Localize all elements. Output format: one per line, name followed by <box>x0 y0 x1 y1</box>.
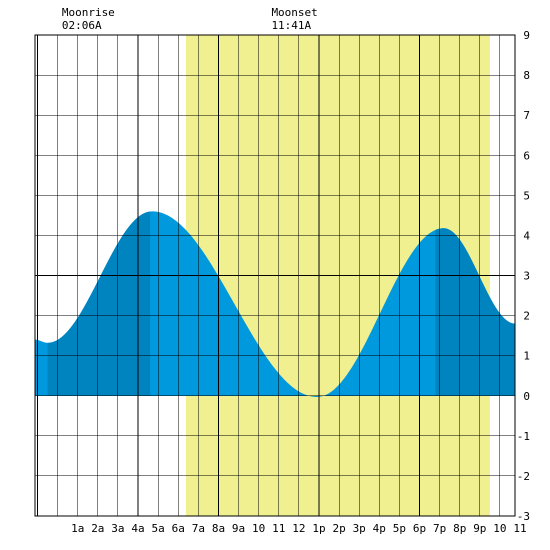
plot-border <box>34 34 516 517</box>
x-tick-label: 5p <box>393 522 406 535</box>
x-tick-label: 3p <box>353 522 366 535</box>
chart-grid <box>35 34 515 517</box>
x-tick-label: 11 <box>513 522 526 535</box>
x-tick-label: 10 <box>493 522 506 535</box>
y-tick-label: -2 <box>517 470 530 483</box>
y-tick-label: 3 <box>523 270 530 283</box>
moonset-label: Moonset <box>271 6 318 19</box>
x-tick-label: 4p <box>373 522 386 535</box>
y-tick-label: 8 <box>523 69 530 82</box>
tide-area-path <box>35 211 515 397</box>
y-tick-label: 1 <box>523 350 530 363</box>
moonset-annotation: Moonset 11:41A <box>271 6 317 32</box>
tide-area <box>35 211 515 397</box>
x-tick-label: 9a <box>232 522 245 535</box>
x-tick-label: 7a <box>192 522 205 535</box>
x-tick-label: 5a <box>152 522 165 535</box>
moonrise-annotation: Moonrise 02:06A <box>62 6 115 32</box>
plot-frame <box>34 34 516 517</box>
moonset-time: 11:41A <box>271 19 312 32</box>
y-axis-tick-labels: -3 -2 -1 0 1 2 3 4 5 6 7 8 9 <box>517 29 531 523</box>
y-tick-label: -3 <box>517 510 530 523</box>
y-tick-label: 4 <box>523 229 530 242</box>
x-tick-label: 2p <box>332 522 345 535</box>
x-tick-label: 1a <box>71 522 84 535</box>
moon-window-2 <box>435 228 515 396</box>
y-tick-label: 9 <box>523 29 530 42</box>
y-tick-label: 7 <box>523 109 530 122</box>
y-tick-label: -1 <box>517 430 530 443</box>
x-tick-label: 7p <box>433 522 446 535</box>
x-tick-label: 8p <box>453 522 466 535</box>
y-tick-label: 2 <box>523 310 530 323</box>
x-axis-tick-labels: 1a 2a 3a 4a 5a 6a 7a 8a 9a 10 11 12 1p 2p 3p 4p 5p 6p 7p 8p… <box>71 522 527 535</box>
x-tick-label: 3a <box>111 522 124 535</box>
x-tick-label: 6a <box>172 522 185 535</box>
x-tick-label: 4a <box>131 522 144 535</box>
moonrise-label: Moonrise <box>61 6 115 19</box>
x-tick-label: 2a <box>91 522 104 535</box>
x-tick-label: 10 <box>252 522 265 535</box>
x-tick-label: 9p <box>473 522 486 535</box>
x-tick-label: 12 <box>292 522 305 535</box>
y-tick-label: 6 <box>523 149 530 162</box>
moonrise-time: 02:06A <box>61 19 102 32</box>
x-tick-label: 8a <box>212 522 225 535</box>
y-tick-label: 5 <box>523 189 530 202</box>
y-tick-label: 0 <box>523 390 530 403</box>
x-tick-label: 11 <box>272 522 285 535</box>
moon-window-1 <box>47 211 151 396</box>
x-tick-label: 1p <box>312 522 325 535</box>
moon-up-shading <box>47 211 515 396</box>
x-tick-label: 6p <box>413 522 426 535</box>
